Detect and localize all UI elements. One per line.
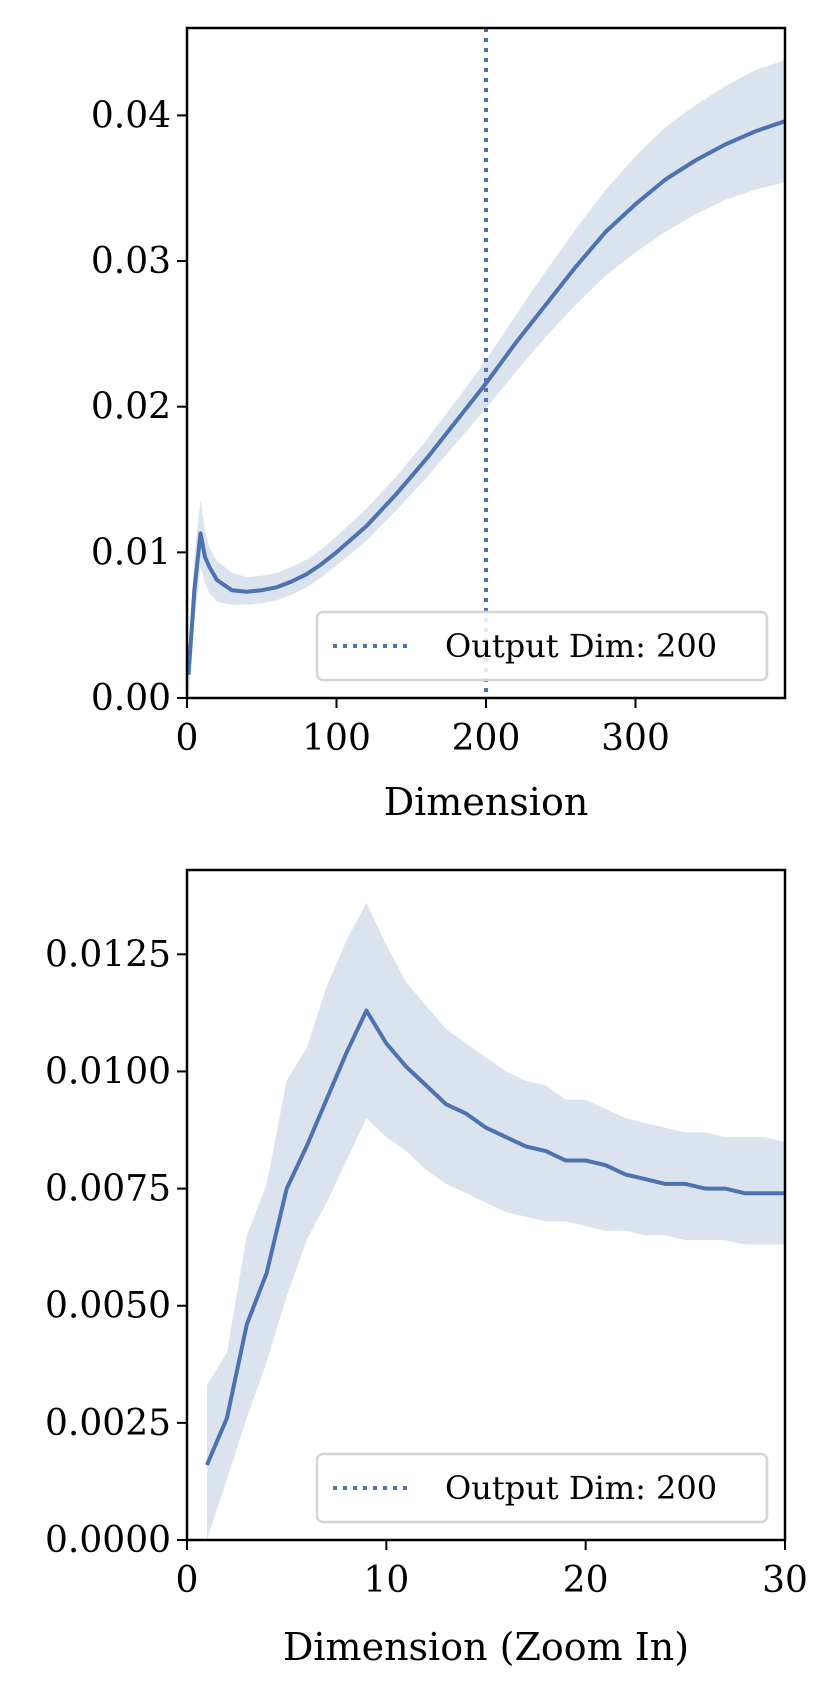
plot-area [187,28,785,698]
legend-box [315,610,769,682]
y-tick-label: 0.0000 [45,1520,171,1561]
y-tick-label: 0.0100 [45,1051,171,1092]
legend-label: Output Dim: 200 [445,627,717,665]
x-tick-label: 0 [176,1560,199,1601]
x-tick-label: 200 [452,718,521,759]
x-tick-label: 100 [302,718,371,759]
legend: Output Dim: 200 [315,1452,769,1524]
plot-area [205,902,785,1540]
y-tick-label: 0.00 [91,678,171,719]
axes-frame [185,868,787,1542]
chart-panel-2: 0 10 20 30 0.0000 0.0025 0.0050 0.0075 0.0100 0.0… [45,868,808,1669]
x-tick-label: 10 [363,1560,409,1601]
y-tick-label: 0.0025 [45,1403,171,1444]
y-tick-label: 0.01 [91,532,171,573]
x-axis-title: Dimension (Zoom In) [283,1625,689,1669]
chart-panel-1: 0 100 200 300 0.00 0.01 0.02 0.03 0.04 Dimension O… [91,26,787,824]
x-tick-label: 300 [601,718,670,759]
legend: Output Dim: 200 [315,610,769,682]
x-axis-title: Dimension [384,780,589,824]
y-tick-label: 0.02 [91,387,171,428]
x-tick-label: 30 [762,1560,808,1601]
y-tick-label: 0.0125 [45,934,171,975]
confidence-band [206,902,785,1540]
y-tick-label: 0.04 [91,95,171,136]
x-tick-label: 20 [563,1560,609,1601]
series-line [187,119,785,675]
legend-label: Output Dim: 200 [445,1469,717,1507]
legend-box [315,1452,769,1524]
y-tick-label: 0.0050 [45,1286,171,1327]
y-tick-label: 0.0075 [45,1169,171,1210]
x-tick-label: 0 [176,718,199,759]
series-line [205,1008,785,1466]
y-tick-label: 0.03 [91,241,171,282]
